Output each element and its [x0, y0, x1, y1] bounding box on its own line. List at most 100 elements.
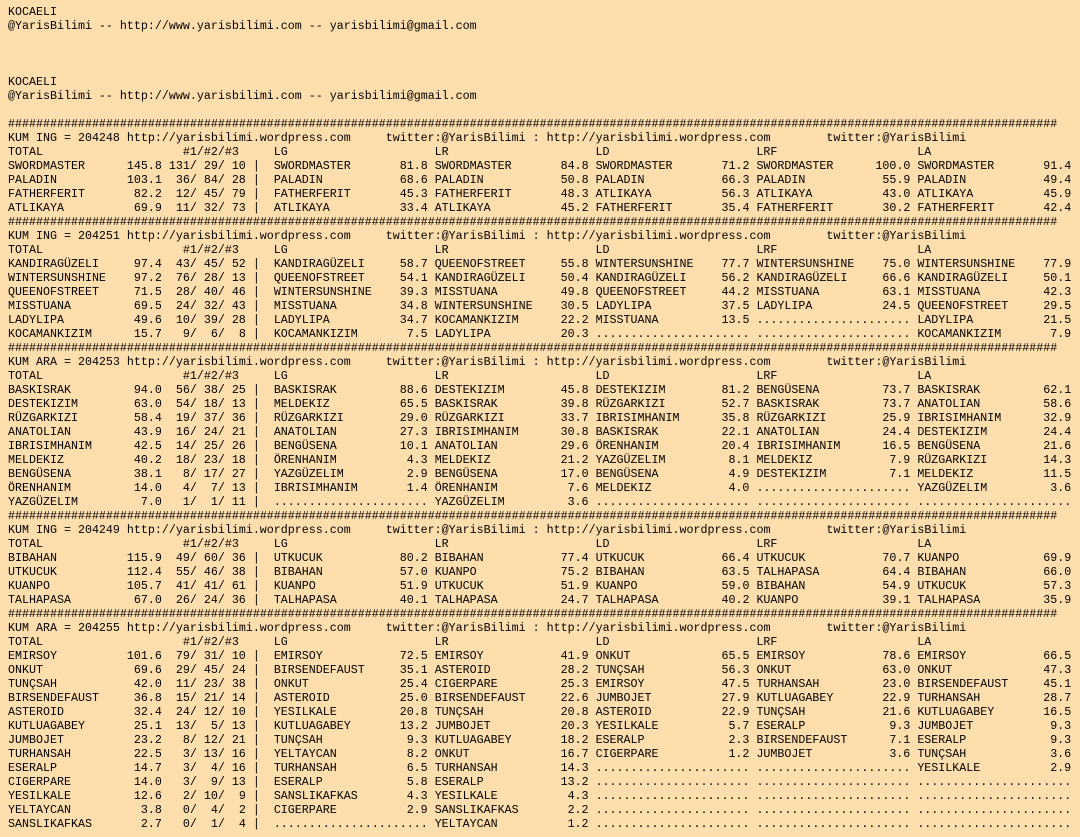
place-sep: /: [217, 397, 225, 411]
place-count: 21: [203, 691, 218, 705]
score-lrf: 54.9: [882, 579, 911, 593]
score-lr: 17.0: [560, 467, 589, 481]
total-score: 36.8: [133, 691, 162, 705]
horse-name: IBRISIMHANIM: [434, 425, 519, 439]
empty-entry: ......................: [756, 313, 911, 327]
place-count: 15: [175, 691, 190, 705]
score-lg: 7.5: [406, 327, 428, 341]
horse-name: KOCAMANKIZIM: [8, 327, 92, 341]
column-sep: |: [252, 761, 260, 775]
column-sep: |: [252, 803, 260, 817]
places-header: #1/#2/#3: [182, 635, 239, 649]
score-la: 28.7: [1043, 691, 1072, 705]
place-count: 131: [168, 159, 190, 173]
horse-name: UTKUCUK: [595, 551, 645, 565]
place-count: 28: [203, 271, 218, 285]
twitter-handle: twitter:@YarisBilimi: [826, 621, 967, 635]
place-count: 3: [182, 775, 190, 789]
score-lg: 29.0: [399, 411, 428, 425]
score-lg: 80.2: [399, 551, 428, 565]
score-lrf: 7.9: [889, 453, 911, 467]
score-la: 49.4: [1043, 173, 1072, 187]
horse-name: PALADIN: [434, 173, 484, 187]
horse-name: ANATOLIAN: [917, 397, 981, 411]
score-lrf: 100.0: [875, 159, 911, 173]
column-header-line: TOTAL #1/#2/#3 LG LR LD LRF LA: [8, 243, 1080, 257]
score-la: 11.5: [1043, 467, 1072, 481]
place-sep: /: [189, 467, 197, 481]
score-lg: 8.2: [406, 747, 428, 761]
place-count: 29: [203, 159, 218, 173]
total-score: 145.8: [126, 159, 162, 173]
horse-name: YAZGÜZELIM: [8, 495, 78, 509]
column-header-lr: LR: [434, 635, 449, 649]
horse-name: MISSTUANA: [595, 313, 659, 327]
table-row: BENGÜSENA 38.1 8/17/27 | YAZGÜZELIM 2.9 BEN…: [8, 467, 1080, 481]
horse-name: ÖRENHANIM: [595, 439, 659, 453]
horse-name: KOCAMANKIZIM: [273, 327, 358, 341]
horse-name: ESERALP: [917, 733, 967, 747]
separator-rule: ########################################…: [8, 117, 1058, 131]
horse-name: ONKUT: [595, 649, 631, 663]
race-title-line: KUM ING = 204251 http://yarisbilimi.wordp…: [8, 229, 1080, 243]
place-count: 26: [175, 593, 190, 607]
place-count: 10: [231, 705, 246, 719]
empty-entry: ......................: [595, 495, 750, 509]
table-row: SWORDMASTER 145.8 131/29/10 | SWORDMASTER 8…: [8, 159, 1080, 173]
score-la: 7.9: [1050, 327, 1072, 341]
column-header-ld: LD: [595, 145, 610, 159]
place-sep: /: [189, 299, 197, 313]
empty-entry: ......................: [917, 495, 1072, 509]
horse-name: DESTEKIZIM: [917, 425, 988, 439]
horse-name: ONKUT: [756, 663, 792, 677]
column-sep: |: [252, 565, 260, 579]
table-row: ONKUT 69.6 29/45/24 | BIRSENDEFAUST 35.1 AS…: [8, 663, 1080, 677]
place-count: 8: [238, 327, 246, 341]
score-lrf: 63.1: [882, 285, 911, 299]
horse-name: ANATOLIAN: [756, 425, 820, 439]
score-lrf: 25.9: [882, 411, 911, 425]
horse-name: LADYLIPA: [756, 299, 813, 313]
score-lr: 21.2: [560, 453, 589, 467]
race-title-line: KUM ARA = 204253 http://yarisbilimi.wordp…: [8, 355, 1080, 369]
horse-name: YAZGÜZELIM: [273, 467, 344, 481]
race-url: http://yarisbilimi.wordpress.com: [126, 523, 351, 537]
total-score: 25.1: [133, 719, 162, 733]
score-lr: 25.3: [560, 677, 589, 691]
score-lr: 49.8: [560, 285, 589, 299]
column-sep: |: [252, 663, 260, 677]
table-row: YAZGÜZELIM 7.0 1/1/11 | ..................…: [8, 495, 1080, 509]
horse-name: MELDEKIZ: [8, 453, 64, 467]
score-lr: 4.3: [567, 789, 589, 803]
score-la: 77.9: [1043, 257, 1072, 271]
place-count: 21: [231, 733, 246, 747]
score-lr: 77.4: [560, 551, 589, 565]
place-count: 9: [182, 327, 190, 341]
score-la: 42.3: [1043, 285, 1072, 299]
score-lg: 35.1: [399, 663, 428, 677]
score-lrf: 43.0: [882, 187, 911, 201]
column-header-lg: LG: [273, 537, 288, 551]
table-row: TUNÇSAH 42.0 11/23/38 | ONKUT 25.4 CIGERPAR…: [8, 677, 1080, 691]
separator-rule: ########################################…: [8, 341, 1058, 355]
horse-name: RÜZGARKIZI: [595, 397, 666, 411]
horse-name: ÖRENHANIM: [8, 481, 71, 495]
score-lg: 34.7: [399, 313, 428, 327]
place-count: 13: [231, 719, 246, 733]
place-count: 29: [175, 663, 190, 677]
separator-rule: ########################################…: [8, 215, 1080, 229]
column-header-lr: LR: [434, 537, 449, 551]
table-row: ESERALP 14.7 3/4/16 | TURHANSAH 6.5 TURHANS…: [8, 761, 1080, 775]
separator-rule: ########################################…: [8, 341, 1080, 355]
total-score: 115.9: [126, 551, 162, 565]
place-sep: /: [217, 747, 225, 761]
score-ld: 65.5: [721, 649, 750, 663]
place-sep: /: [217, 663, 225, 677]
place-sep: /: [217, 467, 225, 481]
place-sep: /: [189, 705, 197, 719]
place-count: 54: [175, 397, 190, 411]
total-score: 69.9: [133, 201, 162, 215]
place-count: 32: [203, 299, 218, 313]
horse-name: BASKISRAK: [595, 425, 659, 439]
empty-entry: ......................: [756, 327, 911, 341]
